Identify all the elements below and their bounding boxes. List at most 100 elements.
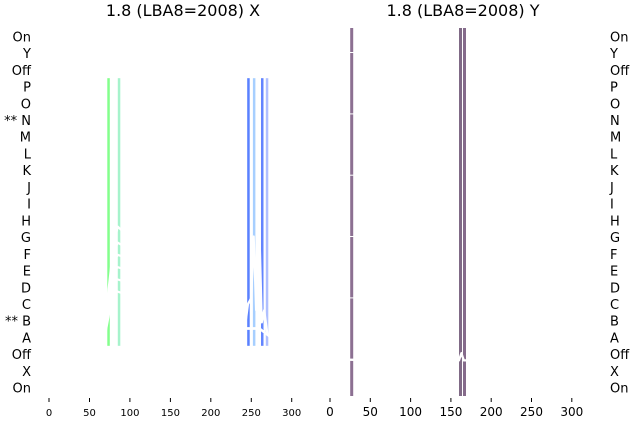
heatmap-cells-y [350,28,466,396]
row-label: B [610,315,619,330]
y-tick-label: 10 [80,231,97,246]
row-label: O [610,97,620,112]
row-label: On [610,30,628,45]
x-tick-label: 150 [161,408,180,419]
x-tick-label: 300 [560,405,583,419]
heatmap-band [117,78,121,346]
row-label: ** B [5,315,31,330]
row-label: F [610,248,617,263]
row-label: Off [610,64,630,79]
row-label: D [21,281,31,296]
row-label: On [13,382,31,397]
row-label: H [610,214,620,229]
heatmap-band [261,78,264,346]
row-label: A [610,332,619,347]
x-tick-label: 300 [282,408,301,419]
row-label: C [610,298,619,313]
y-tick-label-right: 10 [306,231,323,246]
heatmap-band [459,28,462,396]
x-axis-ticks-y: 0 50 100 150 200 250 300 [326,398,583,419]
series-line [329,352,597,363]
heatmap-band [247,78,250,346]
row-label: M [610,131,621,146]
row-label: P [23,81,31,96]
row-label: On [610,382,628,397]
row-label: G [21,231,31,246]
x-tick-label: 50 [83,408,96,419]
row-label: Y [609,47,618,62]
x-tick-label: 200 [480,405,503,419]
row-label: Off [610,348,630,363]
row-label: E [23,265,31,280]
series-line [49,39,317,361]
row-label: Off [12,348,32,363]
x-tick-label: 100 [399,405,422,419]
row-label: I [27,198,31,213]
y-tick-label-right: 20 [306,108,323,123]
y-tick-label: 25 [359,47,376,62]
x-tick-label: 0 [46,408,52,419]
heatmap-band [252,78,256,346]
row-label: P [610,81,618,96]
x-tick-label: 100 [120,408,139,419]
row-label: X [610,365,619,380]
heatmap-band [463,28,466,396]
y-tick-label: 0 [359,353,367,368]
x-tick-label: 0 [326,405,334,419]
row-label: G [610,231,620,246]
heatmap-band [265,78,269,346]
heatmap-cells-x [107,78,269,346]
x-axis-ticks-x: 0 50 100 150 200 250 300 [46,398,301,419]
row-label: L [24,148,32,163]
x-tick-label: 250 [242,408,261,419]
y-axis-ticks-y: 0 5 10 15 20 25 [350,47,376,368]
y-tick-label: 0 [89,353,97,368]
y-tick-label-right: 5 [306,292,314,307]
series-overlay-x [49,39,317,361]
heatmap-band [107,78,110,346]
y-tick-label-right: 15 [306,169,323,184]
row-label: D [610,281,620,296]
row-label: E [610,265,618,280]
y-tick-label: 5 [89,292,97,307]
x-tick-label: 50 [363,405,378,419]
row-label: J [26,181,31,196]
y-tick-label: 10 [359,231,376,246]
y-tick-label: 20 [80,108,97,123]
row-label: N [610,114,620,129]
y-tick-label-right: 0 [306,353,314,368]
y-tick-label: 20 [359,108,376,123]
row-label: X [22,365,31,380]
row-label: Off [12,64,32,79]
row-label: C [22,298,31,313]
row-label: J [609,181,614,196]
y-tick-label: 5 [359,292,367,307]
row-label: On [13,30,31,45]
x-tick-label: 150 [439,405,462,419]
row-label: F [24,248,31,263]
row-label: K [22,164,31,179]
row-label: K [610,164,619,179]
series-overlay-y [329,352,597,363]
row-label: O [21,97,31,112]
heatmap-band [350,28,354,396]
row-label: I [610,198,614,213]
y-axis-ticks-x: 0 0 5 5 10 10 15 15 20 20 25 25 [69,47,323,368]
y-tick-label: 25 [80,47,97,62]
row-label: M [20,131,31,146]
chart-title-x: 1.8 (LBA8=2008) X [106,1,260,20]
row-label: L [610,148,618,163]
x-tick-label: 200 [201,408,220,419]
row-label: Y [22,47,31,62]
y-tick-label-right: 25 [306,47,323,62]
row-label: A [22,332,31,347]
chart-title-y: 1.8 (LBA8=2008) Y [386,1,539,20]
series-line [49,247,317,361]
x-tick-label: 250 [520,405,543,419]
row-label: ** N [4,114,31,129]
